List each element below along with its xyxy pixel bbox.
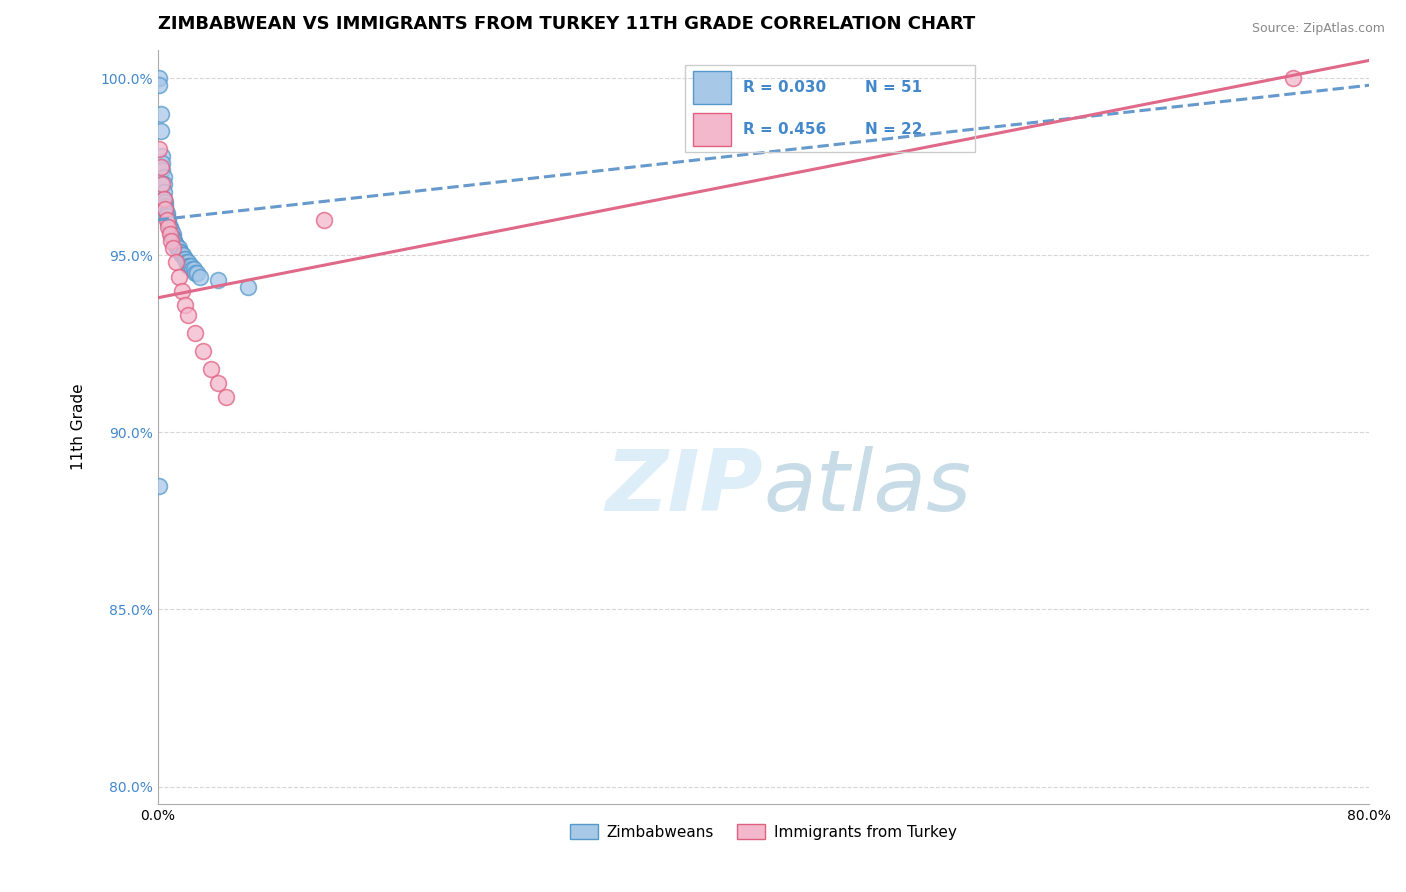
Point (169, 244, 191, 259)
Point (149, 124, 172, 138)
Text: atlas: atlas (763, 446, 972, 529)
Point (159, 223, 181, 237)
Point (180, 259, 202, 273)
Point (191, 343, 214, 358)
Point (1282, 71, 1305, 86)
Text: ZIMBABWEAN VS IMMIGRANTS FROM TURKEY 11TH GRADE CORRELATION CHART: ZIMBABWEAN VS IMMIGRANTS FROM TURKEY 11T… (157, 15, 974, 33)
Point (153, 199, 176, 213)
Point (162, 227, 184, 241)
Point (183, 262, 205, 277)
Point (160, 234, 183, 248)
Point (170, 248, 193, 262)
Point (153, 202, 176, 217)
Point (148, 478, 170, 492)
Point (207, 273, 229, 287)
Point (170, 284, 193, 298)
Y-axis label: 11th Grade: 11th Grade (72, 384, 86, 470)
Point (150, 156, 173, 170)
Point (165, 255, 187, 269)
Point (186, 266, 208, 280)
Point (159, 219, 181, 234)
Point (314, 212, 336, 227)
Point (238, 280, 260, 294)
Point (163, 234, 186, 248)
Point (160, 227, 183, 241)
Point (162, 230, 184, 244)
Point (153, 202, 176, 217)
Point (172, 248, 194, 262)
Point (173, 252, 195, 266)
Point (152, 185, 174, 199)
Legend: Zimbabweans, Immigrants from Turkey: Zimbabweans, Immigrants from Turkey (564, 817, 963, 846)
Point (179, 259, 201, 273)
Text: ZIP: ZIP (606, 446, 763, 529)
Point (200, 361, 222, 376)
Point (188, 269, 211, 284)
Point (148, 71, 170, 86)
Point (157, 219, 180, 234)
Point (177, 259, 200, 273)
Point (173, 252, 195, 266)
Point (148, 78, 170, 93)
Point (149, 160, 172, 174)
Point (152, 192, 174, 206)
Point (153, 195, 176, 210)
Point (152, 178, 174, 192)
Point (162, 230, 184, 244)
Point (207, 376, 229, 390)
Point (177, 309, 200, 323)
Point (156, 206, 179, 220)
Point (177, 255, 200, 269)
Point (173, 298, 195, 312)
Point (156, 210, 179, 224)
Point (162, 241, 184, 255)
Point (170, 248, 193, 262)
Point (157, 212, 180, 227)
Point (166, 241, 188, 255)
Text: Source: ZipAtlas.com: Source: ZipAtlas.com (1251, 22, 1385, 36)
Point (167, 269, 190, 284)
Point (215, 390, 238, 404)
Point (165, 237, 187, 252)
Point (150, 163, 173, 178)
Point (148, 142, 170, 156)
Point (156, 212, 179, 227)
Point (159, 227, 181, 241)
Point (181, 262, 204, 277)
Point (176, 255, 198, 269)
Point (165, 237, 187, 252)
Point (149, 106, 172, 120)
Point (184, 326, 207, 341)
Point (150, 149, 173, 163)
Point (184, 266, 207, 280)
Point (152, 170, 174, 185)
Point (152, 192, 174, 206)
Point (169, 244, 191, 259)
Point (160, 223, 183, 237)
Point (167, 241, 190, 255)
Point (150, 178, 173, 192)
Point (163, 234, 186, 248)
Point (157, 216, 180, 230)
